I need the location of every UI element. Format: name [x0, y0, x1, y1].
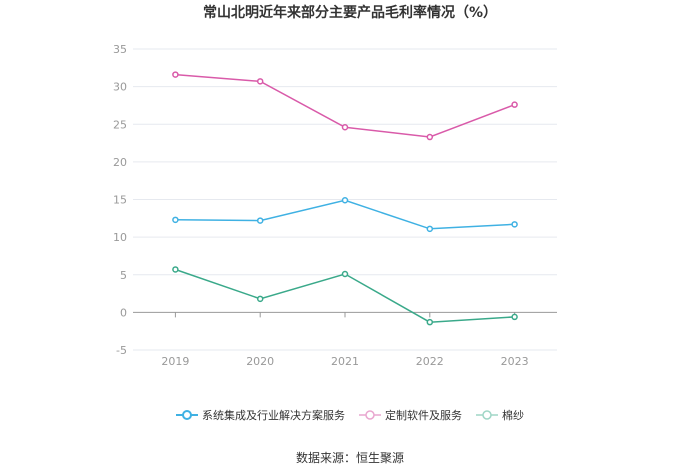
series-2-point[interactable]	[172, 71, 179, 78]
legend: 系统集成及行业解决方案服务 定制软件及服务 棉纱	[0, 407, 700, 423]
y-tick-label: 15	[113, 194, 127, 207]
legend-label-series-1: 系统集成及行业解决方案服务	[202, 409, 345, 422]
series-1-point[interactable]	[256, 217, 264, 224]
series-3-point[interactable]	[256, 295, 264, 303]
y-tick-label: 0	[120, 306, 127, 319]
axes: 35 30 25 20 15 10 5 0 -5 2019 2020 2021 2022 2023	[113, 43, 557, 368]
x-tick-label: 2023	[501, 355, 529, 368]
legend-marker-series-1	[176, 410, 198, 420]
series-2-point[interactable]	[256, 78, 264, 85]
y-tick-label: 20	[113, 156, 127, 169]
series-1-point[interactable]	[426, 225, 434, 233]
y-tick-label: 10	[113, 231, 127, 244]
y-tick-label: 30	[113, 81, 127, 94]
x-tick-label: 2021	[331, 355, 359, 368]
series-lines	[172, 71, 518, 326]
legend-item-series-2[interactable]: 定制软件及服务	[359, 407, 462, 423]
series-line-1	[175, 199, 515, 230]
series-3-point[interactable]	[341, 270, 349, 278]
y-tick-label: 35	[113, 43, 127, 56]
x-tick-label: 2022	[416, 355, 444, 368]
series-2-point[interactable]	[511, 101, 518, 108]
series-3-point[interactable]	[172, 266, 179, 273]
series-1-point[interactable]	[172, 216, 179, 224]
series-2-point[interactable]	[341, 124, 349, 131]
series-1-point[interactable]	[341, 197, 349, 204]
x-tick-label: 2019	[161, 355, 189, 368]
x-tick-label: 2020	[246, 355, 274, 368]
series-3-point[interactable]	[511, 313, 518, 321]
legend-marker-series-3	[476, 410, 498, 420]
chart-plot: 35 30 25 20 15 10 5 0 -5 2019 2020 2021 2022 2023	[113, 43, 557, 368]
y-tick-label: 25	[113, 118, 127, 131]
legend-marker-series-2	[359, 410, 381, 420]
legend-label-series-2: 定制软件及服务	[385, 409, 462, 422]
series-3-point[interactable]	[426, 318, 434, 326]
y-tick-label: -5	[116, 344, 127, 357]
legend-item-series-1[interactable]: 系统集成及行业解决方案服务	[176, 407, 345, 423]
series-2-point[interactable]	[426, 133, 434, 141]
legend-item-series-3[interactable]: 棉纱	[476, 407, 524, 423]
data-source: 数据来源：恒生聚源	[295, 451, 404, 465]
chart-title: 常山北明近年来部分主要产品毛利率情况（%）	[202, 5, 498, 21]
series-1-point[interactable]	[511, 221, 518, 228]
y-tick-label: 5	[120, 269, 127, 282]
legend-label-series-3: 棉纱	[502, 409, 524, 422]
